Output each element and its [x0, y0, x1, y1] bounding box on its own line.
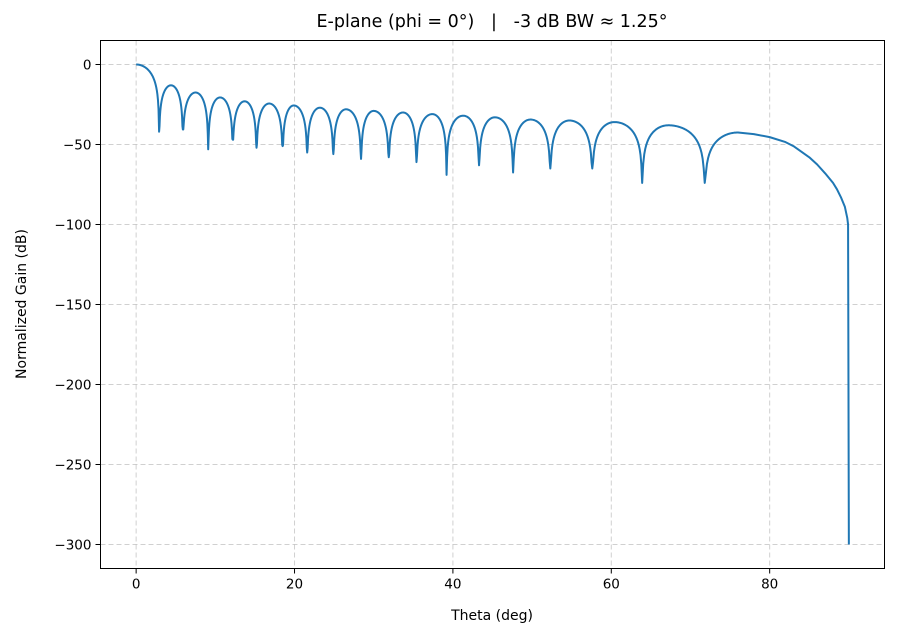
y-tick-label: 0 — [83, 58, 92, 74]
x-tick-label: 20 — [286, 577, 303, 593]
y-tick-label: −250 — [54, 458, 91, 474]
chart-title: E-plane (phi = 0°) | -3 dB BW ≈ 1.25° — [316, 12, 667, 32]
x-tick-label: 0 — [132, 577, 141, 593]
grid — [100, 40, 885, 569]
y-tick-label: −50 — [63, 138, 92, 154]
y-tick-label: −150 — [54, 298, 91, 314]
y-tick-label: −200 — [54, 378, 91, 394]
ticks: 0 20 40 60 80 0 −50 −100 −150 −200 −250 −300 — [54, 58, 778, 593]
gain-curve — [135, 63, 850, 545]
y-axis-label: Normalized Gain (dB) — [14, 229, 30, 379]
x-tick-label: 60 — [603, 577, 620, 593]
x-axis-label: Theta (deg) — [450, 608, 533, 624]
y-tick-label: −100 — [54, 218, 91, 234]
x-tick-label: 80 — [761, 577, 778, 593]
x-tick-label: 40 — [444, 577, 461, 593]
y-tick-label: −300 — [54, 538, 91, 554]
